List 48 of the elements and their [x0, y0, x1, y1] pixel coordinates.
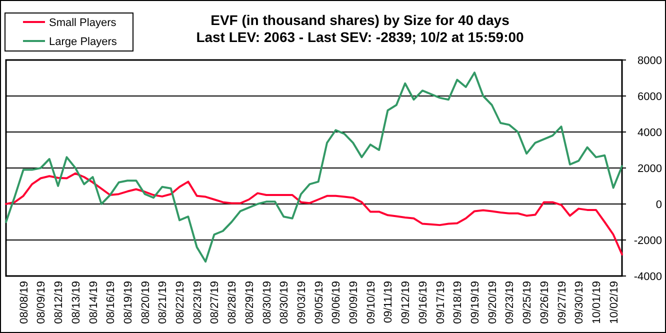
x-tick-label: 08/23/19 — [192, 281, 204, 324]
x-tick-label: 08/16/19 — [105, 281, 118, 324]
x-tick-label: 09/12/19 — [400, 281, 412, 324]
x-tick-label: 09/23/19 — [504, 281, 516, 324]
x-tick-label: 09/25/19 — [522, 281, 534, 324]
y-tick-label: -4000 — [634, 270, 662, 283]
x-tick-label: 09/06/19 — [330, 281, 343, 324]
x-tick-label: 09/17/19 — [434, 281, 447, 324]
x-tick-label: 08/08/19 — [18, 281, 30, 324]
line-series — [5, 172, 623, 256]
line-series — [5, 72, 623, 263]
chart-title: EVF (in thousand shares) by Size for 40 days — [210, 12, 510, 28]
x-tick-label: 08/29/19 — [244, 281, 256, 324]
x-tick-label: 09/10/19 — [365, 281, 378, 324]
y-tick-label: 2000 — [638, 162, 662, 175]
y-tick-label: 0 — [656, 198, 662, 211]
x-tick-label: 09/19/19 — [470, 281, 482, 324]
y-tick-label: 8000 — [638, 54, 662, 67]
x-tick-label: 09/30/19 — [574, 281, 586, 324]
x-tick-label: 09/26/19 — [538, 281, 551, 324]
x-tick-label: 08/30/19 — [278, 281, 291, 324]
chart-subtitle: Last LEV: 2063 - Last SEV: -2839; 10/2 at 15:59:00 — [196, 29, 524, 45]
x-tick-label: 09/18/19 — [452, 281, 464, 324]
x-tick-label: 08/09/19 — [36, 281, 48, 324]
x-tick-label: 08/21/19 — [157, 281, 170, 324]
x-tick-label: 08/22/19 — [174, 281, 187, 324]
x-tick-label: 09/27/19 — [556, 281, 568, 324]
x-tick-label: 09/20/19 — [486, 281, 499, 324]
x-tick-label: 09/09/19 — [348, 281, 360, 324]
x-tick-label: 10/01/19 — [590, 281, 603, 324]
legend-label: Large Players — [49, 36, 118, 48]
x-tick-label: 10/02/19 — [608, 281, 620, 324]
x-tick-label: 08/30/19 — [261, 281, 274, 324]
x-tick-label: 08/12/19 — [53, 281, 66, 324]
y-tick-label: 4000 — [638, 126, 662, 139]
x-tick-label: 09/16/19 — [417, 281, 430, 324]
x-tick-label: 08/28/19 — [226, 281, 239, 324]
x-tick-label: 09/03/19 — [296, 281, 308, 324]
x-tick-label: 09/05/19 — [313, 281, 326, 324]
y-tick-label: -2000 — [634, 234, 662, 247]
x-tick-label: 08/14/19 — [88, 281, 100, 324]
x-tick-label: 09/11/19 — [382, 281, 395, 324]
x-tick-label: 08/27/19 — [209, 281, 222, 324]
y-tick-label: 6000 — [638, 90, 662, 103]
x-tick-label: 08/13/19 — [70, 281, 82, 324]
x-tick-label: 08/20/19 — [140, 281, 152, 324]
x-tick-label: 08/19/19 — [122, 281, 134, 324]
legend-label: Small Players — [49, 16, 117, 29]
